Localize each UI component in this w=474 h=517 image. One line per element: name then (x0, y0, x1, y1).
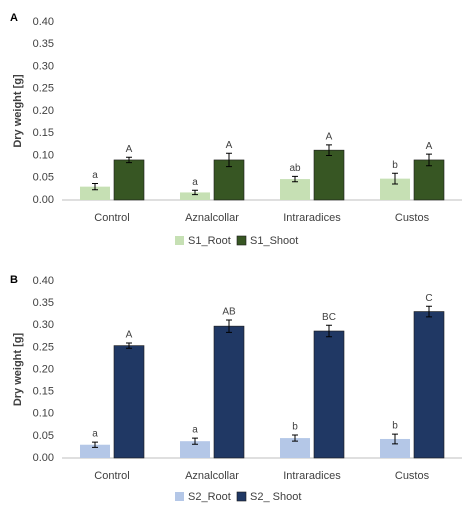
y-tick-label: 0.20 (33, 105, 54, 117)
legend-label: S2_ Shoot (250, 491, 301, 503)
legend-label: S1_Root (188, 235, 231, 247)
y-tick-label: 0.05 (33, 172, 54, 184)
error-bar (126, 156, 132, 164)
bar (80, 444, 110, 458)
y-axis-title: Dry weight [g] (12, 74, 24, 148)
bar (180, 441, 210, 458)
legend-swatch (236, 491, 247, 502)
bar (113, 345, 145, 459)
y-tick-label: 0.35 (33, 297, 54, 309)
error-bar (292, 175, 298, 183)
y-tick-label: 0.10 (33, 408, 54, 420)
significance-label: ab (289, 163, 301, 174)
y-tick-label: 0.40 (33, 275, 54, 287)
legend-swatch (175, 492, 184, 501)
y-axis-title: Dry weight [g] (12, 333, 24, 407)
x-tick-label: Intraradices (283, 212, 341, 224)
legend-swatch (236, 235, 247, 246)
error-bar (226, 152, 232, 168)
error-bar (426, 153, 432, 167)
significance-label: b (392, 421, 398, 432)
y-tick-label: 0.15 (33, 127, 54, 139)
y-tick-label: 0.05 (33, 430, 54, 442)
significance-label: b (292, 422, 298, 433)
bar (213, 325, 245, 459)
y-tick-label: 0.30 (33, 60, 54, 72)
legend-label: S1_Shoot (250, 235, 298, 247)
bar (113, 159, 145, 201)
x-tick-label: Control (94, 470, 129, 482)
bar (380, 438, 410, 458)
error-bar (326, 324, 332, 338)
significance-label: A (126, 144, 133, 155)
significance-label: A (426, 141, 433, 152)
bar (80, 186, 110, 200)
x-tick-label: Custos (395, 212, 430, 224)
y-tick-label: 0.30 (33, 319, 54, 331)
significance-label: AB (222, 307, 236, 318)
error-bar (92, 441, 98, 448)
error-bar (192, 189, 198, 196)
significance-label: A (126, 330, 133, 341)
error-bar (292, 434, 298, 442)
error-bar (192, 437, 198, 445)
significance-label: b (392, 160, 398, 171)
significance-label: a (192, 425, 198, 436)
y-tick-label: 0.25 (33, 341, 54, 353)
bar (380, 178, 410, 200)
y-tick-label: 0.35 (33, 38, 54, 50)
error-bar (326, 144, 332, 156)
error-bar (126, 342, 132, 349)
x-tick-label: Custos (395, 470, 430, 482)
error-bar (392, 433, 398, 445)
error-bar (392, 172, 398, 185)
x-tick-label: Control (94, 212, 129, 224)
x-tick-label: Aznalcollar (185, 470, 239, 482)
y-tick-label: 0.10 (33, 149, 54, 161)
bar (313, 330, 345, 459)
error-bar (226, 319, 232, 333)
bar (413, 159, 445, 201)
error-bar (426, 305, 432, 318)
y-tick-label: 0.00 (33, 194, 54, 206)
legend-swatch (175, 236, 184, 245)
significance-label: a (192, 177, 198, 188)
significance-label: A (326, 131, 333, 142)
bar (313, 149, 345, 201)
panel-label: B (10, 274, 18, 286)
y-tick-label: 0.25 (33, 83, 54, 95)
bar (280, 438, 310, 458)
bar (280, 179, 310, 200)
significance-label: BC (322, 312, 336, 323)
error-bar (92, 183, 98, 191)
y-tick-label: 0.00 (33, 452, 54, 464)
x-tick-label: Intraradices (283, 470, 341, 482)
significance-label: C (425, 293, 432, 304)
y-tick-label: 0.15 (33, 386, 54, 398)
bar (180, 192, 210, 200)
legend-label: S2_Root (188, 491, 231, 503)
significance-label: a (92, 429, 98, 440)
significance-label: A (226, 140, 233, 151)
y-tick-label: 0.40 (33, 16, 54, 28)
panel-label: A (10, 12, 18, 24)
significance-label: a (92, 170, 98, 181)
bar (413, 311, 445, 459)
y-tick-label: 0.20 (33, 363, 54, 375)
x-tick-label: Aznalcollar (185, 212, 239, 224)
